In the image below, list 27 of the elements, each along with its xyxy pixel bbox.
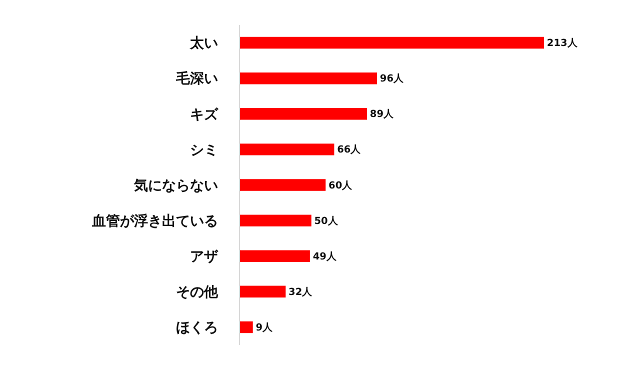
bar xyxy=(240,108,368,120)
data-label: 66人 xyxy=(337,144,362,156)
data-label: 60人 xyxy=(328,179,354,192)
y-tick-label: ほくろ xyxy=(176,320,218,336)
bar xyxy=(240,286,286,298)
bar xyxy=(240,179,326,191)
bar xyxy=(240,250,310,262)
data-label: 49人 xyxy=(312,250,338,262)
y-tick-label: 太い xyxy=(189,36,218,52)
bar xyxy=(240,144,334,156)
data-label: 96人 xyxy=(380,72,404,85)
bar xyxy=(240,214,312,226)
y-tick-label: 気にならない xyxy=(133,178,218,194)
y-tick-label: アザ xyxy=(190,249,220,266)
y-tick-label: 毛深い xyxy=(175,70,218,88)
bar xyxy=(240,36,544,49)
data-label: 213人 xyxy=(546,37,578,50)
data-label: 89人 xyxy=(370,108,395,120)
y-tick-label: 血管が浮き出ている xyxy=(91,213,218,230)
data-label: 50人 xyxy=(314,214,339,227)
bar xyxy=(240,321,253,334)
y-tick-label: その他 xyxy=(176,284,220,301)
data-label: 9人 xyxy=(256,321,274,334)
bar xyxy=(240,72,378,84)
data-label: 32人 xyxy=(288,286,314,298)
y-tick-label: シミ xyxy=(190,142,218,158)
y-tick-label: キズ xyxy=(190,106,220,123)
